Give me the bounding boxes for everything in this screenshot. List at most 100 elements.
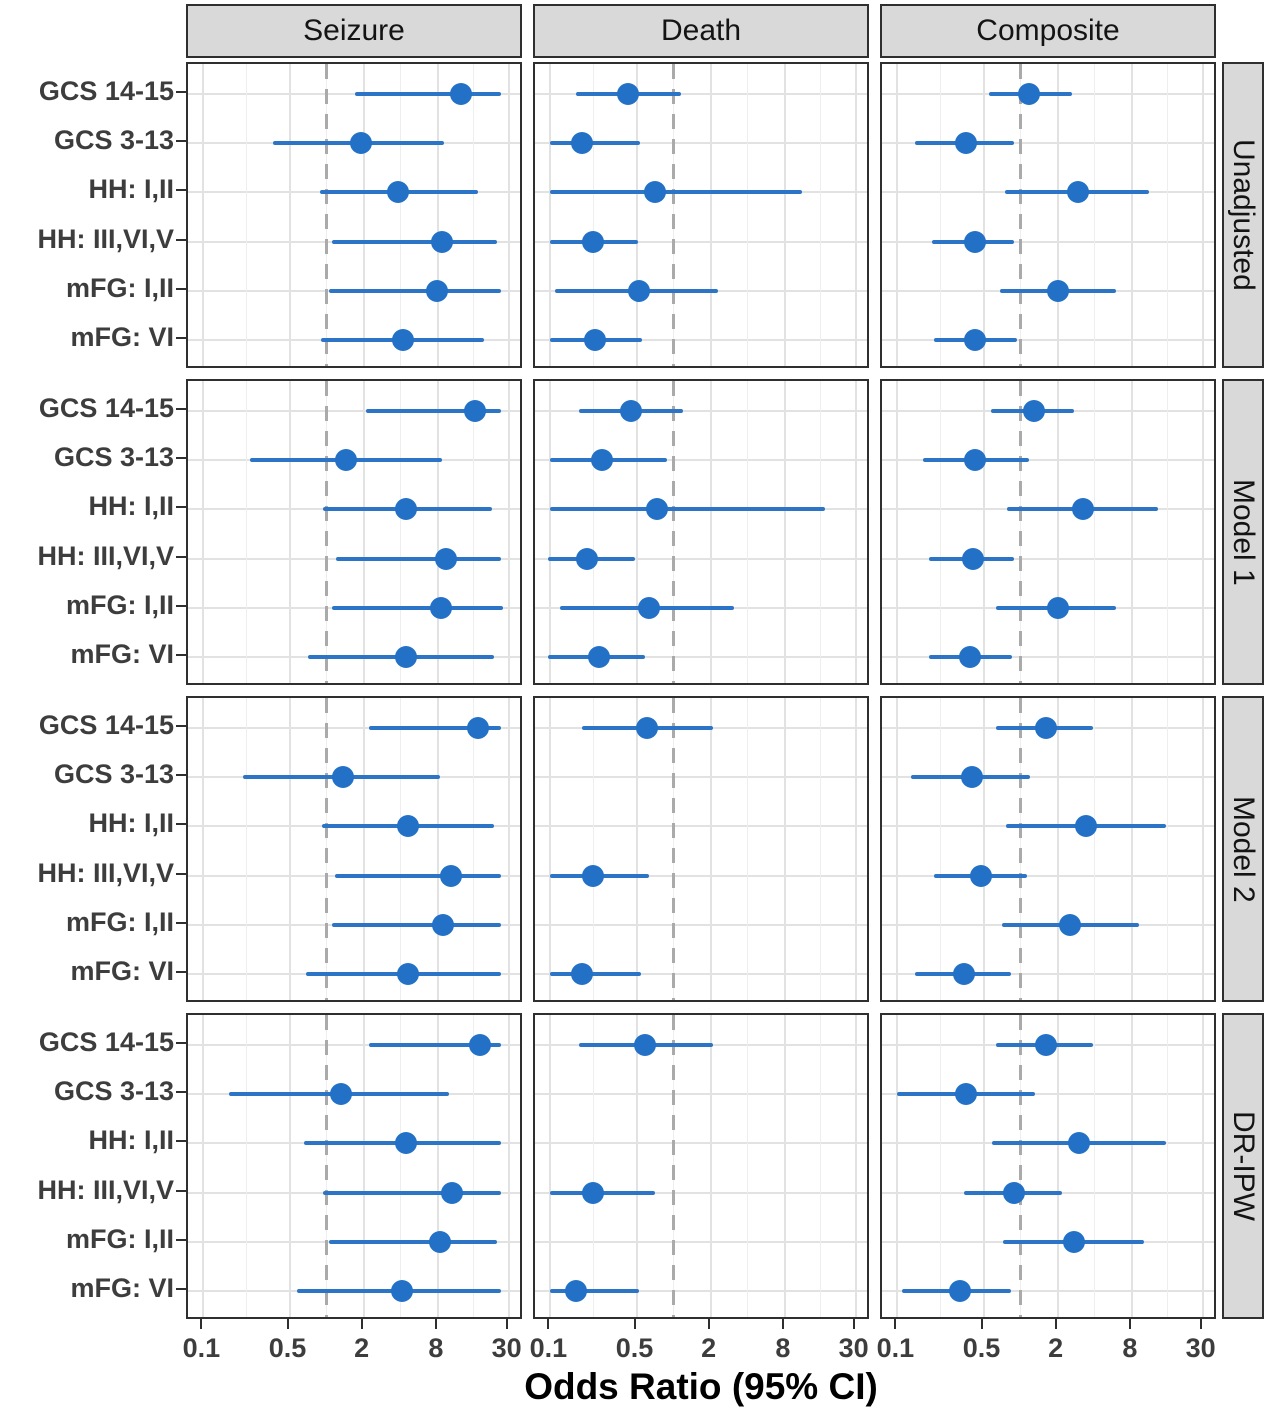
odds-ratio-point — [394, 1132, 417, 1155]
gridline-horizontal — [535, 141, 867, 144]
gridline-horizontal — [535, 1142, 867, 1145]
y-axis-category-label: HH: I,II — [88, 491, 175, 522]
odds-ratio-point — [581, 230, 604, 253]
gridline-vertical-minor — [246, 698, 248, 1000]
odds-ratio-point — [392, 329, 415, 352]
y-axis-category-label: HH: I,II — [88, 174, 175, 205]
gridline-vertical-minor — [819, 1015, 821, 1317]
gridline-vertical-minor — [747, 64, 749, 366]
odds-ratio-point — [463, 399, 486, 422]
gridline-horizontal — [188, 409, 520, 412]
confidence-interval-line — [355, 91, 501, 96]
gridline-vertical-major — [288, 381, 291, 683]
y-axis-category-label: mFG: VI — [70, 956, 174, 987]
gridline-vertical-major — [982, 64, 985, 366]
x-axis-tick — [1128, 1319, 1131, 1329]
reference-line-or-1 — [1019, 698, 1023, 1000]
odds-ratio-point — [590, 448, 613, 471]
odds-ratio-point — [349, 131, 372, 154]
gridline-horizontal — [535, 339, 867, 342]
odds-ratio-point — [570, 963, 593, 986]
panel-dr-ipw-composite — [880, 1013, 1216, 1319]
gridline-horizontal — [882, 240, 1214, 243]
facet-column-strip: Composite — [880, 4, 1216, 58]
x-axis-tick-label: 8 — [775, 1333, 791, 1363]
reference-line-or-1 — [325, 698, 329, 1000]
y-axis-tick — [176, 288, 186, 291]
y-axis-category-label: HH: III,VI,V — [37, 540, 174, 571]
odds-ratio-point — [1034, 1033, 1057, 1056]
odds-ratio-point — [1066, 181, 1089, 204]
odds-ratio-point — [959, 646, 982, 669]
confidence-interval-line — [550, 507, 826, 512]
odds-ratio-point — [970, 864, 993, 887]
odds-ratio-point — [1018, 82, 1040, 105]
y-axis-category-label: HH: I,II — [88, 808, 175, 839]
gridline-vertical-major — [896, 1015, 899, 1317]
gridline-vertical-major — [783, 64, 786, 366]
confidence-interval-line — [322, 1190, 501, 1195]
odds-ratio-point — [394, 498, 417, 521]
y-axis-category-label: mFG: VI — [70, 639, 174, 670]
odds-ratio-point — [576, 547, 599, 570]
odds-ratio-point — [948, 1280, 971, 1303]
gridline-vertical-minor — [472, 381, 474, 683]
reference-line-or-1 — [325, 1015, 329, 1317]
odds-ratio-point — [617, 82, 640, 105]
y-axis-category-label: mFG: I,II — [66, 273, 174, 304]
gridline-vertical-major — [507, 698, 510, 1000]
odds-ratio-point — [960, 765, 983, 788]
gridline-vertical-minor — [1094, 381, 1096, 683]
gridline-vertical-minor — [593, 698, 595, 1000]
x-axis-tick — [1054, 1319, 1057, 1329]
gridline-vertical-major — [1130, 381, 1133, 683]
odds-ratio-point — [954, 1082, 977, 1105]
facet-row-strip: DR-IPW — [1222, 1013, 1264, 1319]
gridline-vertical-major — [436, 1015, 439, 1317]
gridline-vertical-minor — [593, 64, 595, 366]
gridline-horizontal — [882, 557, 1214, 560]
reference-line-or-1 — [672, 64, 676, 366]
odds-ratio-point — [964, 329, 987, 352]
gridline-vertical-minor — [940, 381, 942, 683]
odds-ratio-point — [431, 914, 454, 937]
reference-line-or-1 — [1019, 64, 1023, 366]
gridline-vertical-major — [635, 64, 638, 366]
gridline-vertical-major — [1056, 698, 1059, 1000]
facet-row-label: DR-IPW — [1227, 1111, 1260, 1221]
gridline-vertical-major — [362, 698, 365, 1000]
x-axis-tick-label: 8 — [428, 1333, 444, 1363]
gridline-vertical-major — [1130, 698, 1133, 1000]
y-axis-category-label: mFG: I,II — [66, 1224, 174, 1255]
gridline-vertical-minor — [246, 64, 248, 366]
confidence-interval-line — [550, 190, 802, 195]
odds-ratio-point — [1002, 1181, 1025, 1204]
x-axis-tick-label: 0.5 — [615, 1333, 654, 1363]
gridline-vertical-minor — [747, 381, 749, 683]
gridline-vertical-major — [362, 64, 365, 366]
odds-ratio-point — [588, 646, 611, 669]
y-axis-tick — [176, 456, 186, 459]
gridline-vertical-major — [202, 698, 205, 1000]
odds-ratio-point — [581, 864, 604, 887]
x-axis-tick-label: 0.1 — [529, 1333, 568, 1363]
gridline-horizontal — [535, 973, 867, 976]
odds-ratio-point — [387, 181, 410, 204]
gridline-vertical-minor — [940, 698, 942, 1000]
y-axis-tick — [176, 654, 186, 657]
facet-row-label: Model 1 — [1227, 478, 1260, 586]
y-axis-tick — [176, 823, 186, 826]
gridline-vertical-major — [709, 64, 712, 366]
y-axis-tick — [176, 407, 186, 410]
x-axis-tick — [633, 1319, 636, 1329]
odds-ratio-point — [466, 716, 489, 739]
panel-model-1-death — [533, 379, 869, 685]
x-axis-tick-label: 30 — [491, 1333, 522, 1363]
gridline-vertical-major — [982, 698, 985, 1000]
panel-unadjusted-seizure — [186, 62, 522, 368]
confidence-interval-line — [335, 873, 501, 878]
gridline-vertical-major — [362, 1015, 365, 1317]
gridline-horizontal — [882, 458, 1214, 461]
gridline-vertical-major — [854, 698, 857, 1000]
gridline-vertical-major — [709, 1015, 712, 1317]
